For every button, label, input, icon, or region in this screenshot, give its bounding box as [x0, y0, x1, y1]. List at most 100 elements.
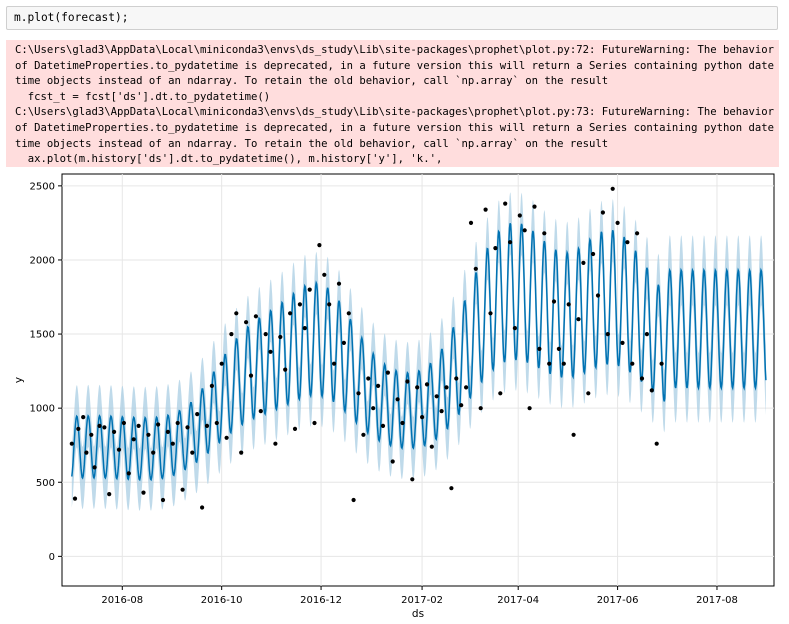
actual-point [156, 422, 161, 427]
actual-point [116, 447, 122, 452]
actual-point [380, 423, 386, 428]
actual-point [527, 406, 532, 411]
actual-point [346, 311, 351, 316]
stderr-line: ax.plot(m.history['ds'].dt.to_pydatetime… [15, 153, 443, 166]
x-tick-label: 2016-12 [300, 595, 342, 606]
x-tick-label: 2017-04 [497, 595, 539, 606]
actual-point [107, 492, 112, 497]
actual-point [341, 340, 346, 345]
actual-point [72, 496, 78, 501]
x-tick-label: 2017-02 [401, 595, 443, 606]
actual-point [376, 383, 381, 388]
actual-point [405, 379, 410, 384]
actual-point [302, 326, 307, 331]
actual-point [190, 450, 195, 455]
actual-point [263, 332, 268, 337]
actual-point [385, 370, 390, 375]
actual-point [356, 391, 361, 396]
actual-point [473, 266, 478, 271]
actual-point [146, 432, 151, 437]
actual-point [253, 314, 258, 319]
y-tick-label: 0 [49, 552, 55, 563]
actual-point [307, 287, 312, 292]
actual-point [336, 281, 342, 286]
actual-point [234, 311, 239, 316]
actual-point [581, 260, 586, 265]
actual-point [89, 432, 94, 437]
actual-point [361, 432, 366, 437]
actual-point [185, 425, 190, 430]
actual-point [586, 391, 591, 396]
actual-point [591, 251, 596, 257]
actual-point [151, 450, 156, 455]
y-tick-label: 2500 [30, 181, 55, 192]
actual-point [371, 406, 376, 411]
actual-point [170, 441, 175, 446]
actual-point [605, 332, 610, 337]
x-tick-label: 2017-06 [597, 595, 639, 606]
y-tick-label: 2000 [30, 255, 55, 266]
actual-point [317, 243, 322, 248]
code-input-cell[interactable]: m.plot(forecast); [6, 6, 778, 30]
plot-output: 2016-08 2016-10 2016-12 2017-02 2017-04 2017-… [0, 170, 789, 624]
actual-point [268, 349, 273, 354]
y-axis-label: y [13, 377, 25, 383]
actual-point [121, 420, 126, 426]
actual-point [239, 450, 244, 455]
actual-point [464, 385, 469, 390]
actual-point [400, 420, 405, 426]
actual-point [644, 332, 650, 337]
actual-point [639, 376, 645, 381]
actual-point [160, 497, 166, 503]
y-tick-label: 1000 [30, 404, 55, 415]
actual-point [102, 425, 107, 430]
actual-point [498, 391, 503, 396]
actual-point [312, 420, 317, 426]
actual-point [595, 293, 601, 298]
actual-point [351, 497, 356, 503]
x-axis-label: ds [412, 608, 424, 620]
actual-point [131, 437, 136, 442]
actual-points [69, 186, 664, 510]
actual-point [493, 246, 498, 251]
actual-point [200, 505, 205, 510]
actual-point [395, 397, 400, 402]
actual-point [454, 376, 459, 381]
actual-point [322, 272, 327, 277]
actual-point [278, 334, 283, 340]
actual-point [542, 231, 547, 236]
actual-point [283, 367, 288, 372]
actual-point [273, 441, 278, 446]
actual-point [508, 240, 513, 245]
actual-point [288, 311, 293, 316]
stderr-line: fcst_t = fcst['ds'].dt.to_pydatetime() [15, 90, 271, 103]
actual-point [84, 450, 89, 455]
actual-point [561, 361, 566, 366]
actual-point [551, 299, 557, 304]
stderr-line: time objects instead of an ndarray. To r… [15, 137, 609, 150]
actual-point [532, 204, 537, 209]
actual-point [488, 311, 493, 316]
actual-point [522, 228, 527, 233]
actual-point [625, 240, 630, 245]
actual-point [449, 486, 454, 491]
actual-point [390, 459, 395, 464]
actual-point [81, 415, 86, 420]
actual-point [292, 426, 298, 431]
actual-point [635, 231, 640, 236]
forecast-line [71, 223, 767, 482]
y-tick-label: 1500 [30, 330, 55, 341]
actual-point [126, 471, 131, 476]
stderr-line: C:\Users\glad3\AppData\Local\miniconda3\… [15, 44, 774, 56]
actual-point [258, 409, 263, 414]
x-tick-label: 2017-08 [696, 595, 738, 606]
actual-point [459, 403, 464, 408]
actual-point [600, 210, 606, 215]
actual-point [630, 361, 635, 366]
stderr-line: of DatetimeProperties.to_pydatetime is d… [15, 121, 774, 134]
actual-point [204, 423, 210, 428]
actual-point [214, 420, 219, 426]
actual-point [136, 423, 141, 428]
stderr-line: time objects instead of an ndarray. To r… [15, 75, 609, 88]
x-axis-ticks: 2016-08 2016-10 2016-12 2017-02 2017-04 2017-… [101, 586, 738, 606]
